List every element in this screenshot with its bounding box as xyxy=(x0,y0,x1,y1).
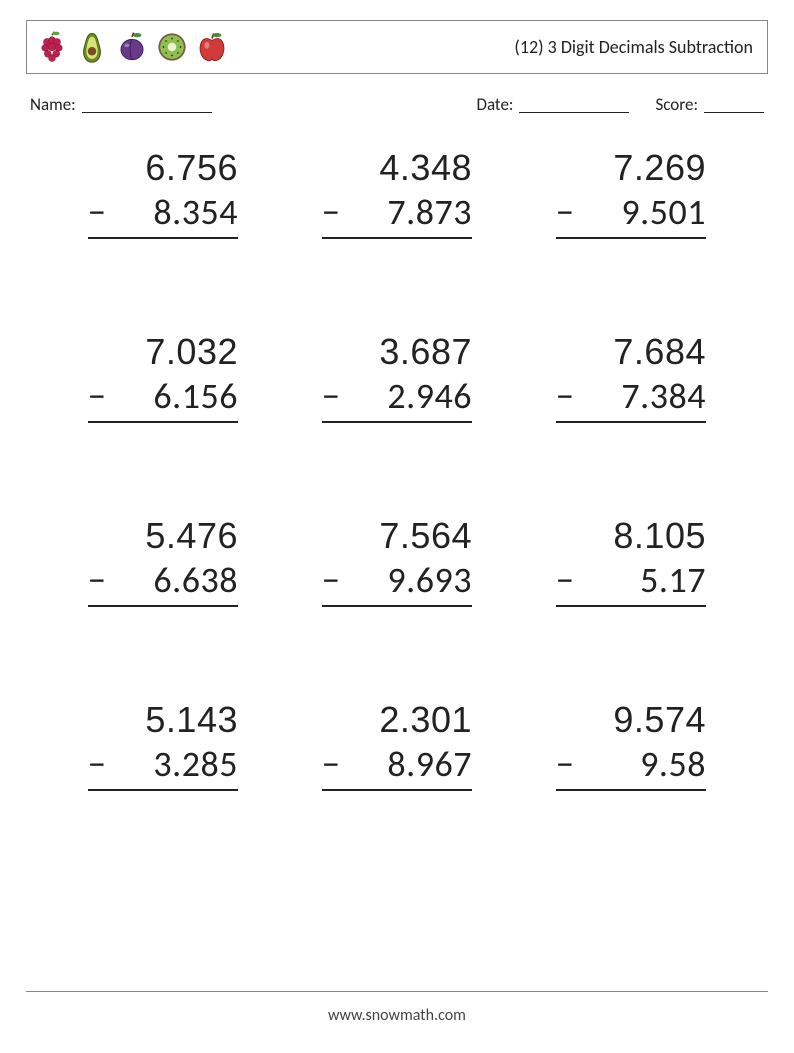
problem-5: 3.687−2.946 xyxy=(290,329,504,423)
answer-line xyxy=(88,237,238,239)
footer: www.snowmath.com xyxy=(0,991,794,1025)
minuend: 7.684 xyxy=(556,329,706,374)
answer-line xyxy=(88,789,238,791)
subtrahend: 7.384 xyxy=(576,374,706,419)
raspberry-icon xyxy=(35,30,69,64)
meta-row: Name: Date: Score: xyxy=(26,94,768,115)
problem-1: 6.756−8.354 xyxy=(56,145,270,239)
fruit-icons xyxy=(35,30,229,64)
problem-4: 7.032−6.156 xyxy=(56,329,270,423)
subtrahend: 8.967 xyxy=(342,742,472,787)
minuend: 3.687 xyxy=(322,329,472,374)
answer-line xyxy=(322,789,472,791)
answer-line xyxy=(556,789,706,791)
problem-9: 8.105−5.17 xyxy=(524,513,738,607)
subtrahend-row: −8.967 xyxy=(322,742,472,787)
minuend: 7.269 xyxy=(556,145,706,190)
subtrahend-row: −7.873 xyxy=(322,190,472,235)
subtrahend: 3.285 xyxy=(108,742,238,787)
subtrahend-row: −3.285 xyxy=(88,742,238,787)
subtrahend: 5.17 xyxy=(576,558,706,603)
minus-sign: − xyxy=(88,190,108,235)
answer-line xyxy=(322,605,472,607)
subtrahend-row: −8.354 xyxy=(88,190,238,235)
minus-sign: − xyxy=(322,742,342,787)
subtrahend-row: −9.693 xyxy=(322,558,472,603)
subtrahend: 7.873 xyxy=(342,190,472,235)
minuend: 5.143 xyxy=(88,697,238,742)
footer-line xyxy=(26,991,768,992)
answer-line xyxy=(88,421,238,423)
subtrahend: 8.354 xyxy=(108,190,238,235)
answer-line xyxy=(556,605,706,607)
avocado-icon xyxy=(75,30,109,64)
problem-7: 5.476−6.638 xyxy=(56,513,270,607)
worksheet-page: (12) 3 Digit Decimals Subtraction Name: … xyxy=(0,0,794,1053)
subtrahend-row: −7.384 xyxy=(556,374,706,419)
footer-text: www.snowmath.com xyxy=(328,1006,466,1025)
answer-line xyxy=(556,237,706,239)
plum-icon xyxy=(115,30,149,64)
minus-sign: − xyxy=(322,374,342,419)
score-label: Score: xyxy=(655,94,698,115)
minuend: 7.032 xyxy=(88,329,238,374)
subtrahend-row: −2.946 xyxy=(322,374,472,419)
kiwi-icon xyxy=(155,30,189,64)
problem-6: 7.684−7.384 xyxy=(524,329,738,423)
subtrahend: 9.58 xyxy=(576,742,706,787)
answer-line xyxy=(556,421,706,423)
answer-line xyxy=(88,605,238,607)
answer-line xyxy=(322,421,472,423)
problem-10: 5.143−3.285 xyxy=(56,697,270,791)
problem-8: 7.564−9.693 xyxy=(290,513,504,607)
minuend: 9.574 xyxy=(556,697,706,742)
name-blank[interactable] xyxy=(82,94,212,113)
problem-2: 4.348−7.873 xyxy=(290,145,504,239)
minus-sign: − xyxy=(322,190,342,235)
minus-sign: − xyxy=(556,190,576,235)
minus-sign: − xyxy=(88,742,108,787)
apple-icon xyxy=(195,30,229,64)
subtrahend: 6.156 xyxy=(108,374,238,419)
problems-grid: 6.756−8.3544.348−7.8737.269−9.5017.032−6… xyxy=(26,145,768,791)
problem-11: 2.301−8.967 xyxy=(290,697,504,791)
minuend: 5.476 xyxy=(88,513,238,558)
subtrahend: 6.638 xyxy=(108,558,238,603)
minus-sign: − xyxy=(556,374,576,419)
date-label: Date: xyxy=(476,94,513,115)
date-blank[interactable] xyxy=(519,94,629,113)
minuend: 6.756 xyxy=(88,145,238,190)
minus-sign: − xyxy=(556,742,576,787)
subtrahend-row: −5.17 xyxy=(556,558,706,603)
answer-line xyxy=(322,237,472,239)
subtrahend: 9.501 xyxy=(576,190,706,235)
minuend: 2.301 xyxy=(322,697,472,742)
minuend: 7.564 xyxy=(322,513,472,558)
name-label: Name: xyxy=(30,94,76,115)
minuend: 8.105 xyxy=(556,513,706,558)
subtrahend-row: −9.58 xyxy=(556,742,706,787)
minus-sign: − xyxy=(556,558,576,603)
subtrahend-row: −6.156 xyxy=(88,374,238,419)
minus-sign: − xyxy=(88,558,108,603)
subtrahend-row: −6.638 xyxy=(88,558,238,603)
problem-12: 9.574−9.58 xyxy=(524,697,738,791)
problem-3: 7.269−9.501 xyxy=(524,145,738,239)
subtrahend: 9.693 xyxy=(342,558,472,603)
minus-sign: − xyxy=(322,558,342,603)
minus-sign: − xyxy=(88,374,108,419)
header-box: (12) 3 Digit Decimals Subtraction xyxy=(26,20,768,74)
minuend: 4.348 xyxy=(322,145,472,190)
score-blank[interactable] xyxy=(704,94,764,113)
subtrahend: 2.946 xyxy=(342,374,472,419)
subtrahend-row: −9.501 xyxy=(556,190,706,235)
worksheet-title: (12) 3 Digit Decimals Subtraction xyxy=(514,36,753,58)
